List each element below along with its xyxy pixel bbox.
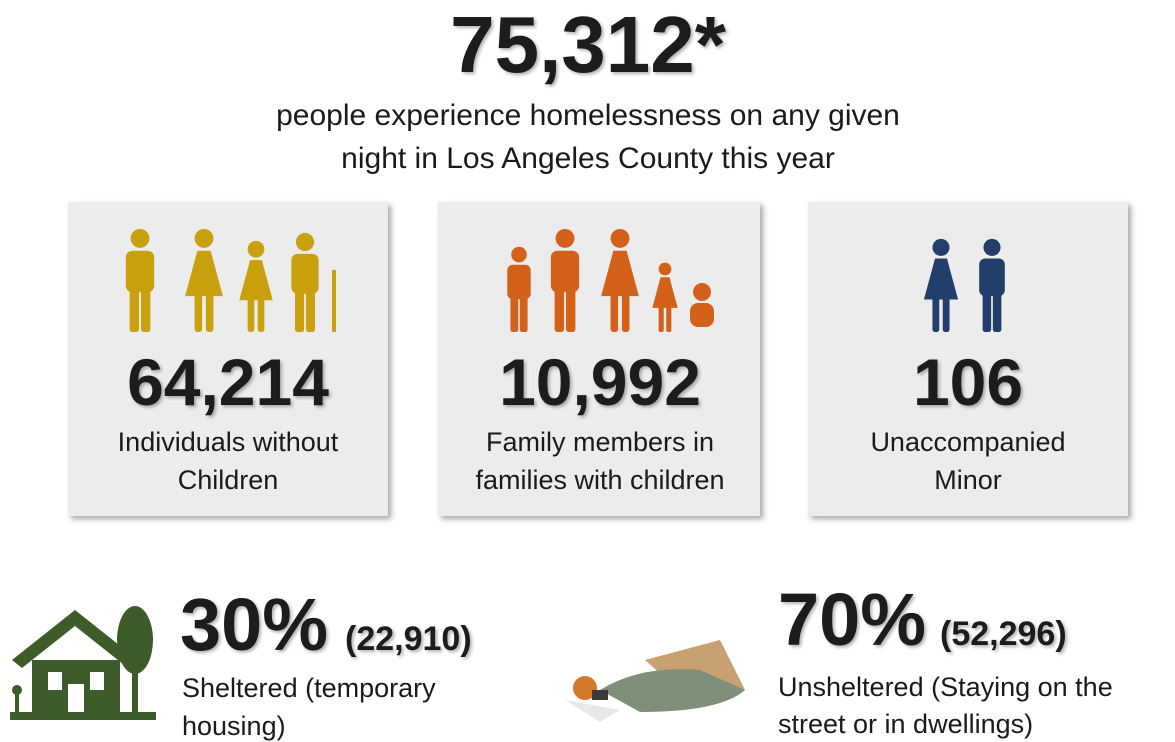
label: Sheltered (temporary [182, 673, 436, 703]
card-label: Children [178, 465, 279, 495]
label: street or in dwellings) [778, 709, 1033, 739]
icon-person-sleeping [565, 640, 745, 722]
card-label: families with children [475, 465, 724, 495]
count: (22,910) [345, 620, 472, 658]
card-label: Unaccompanied [870, 427, 1065, 457]
percent: 70% [778, 578, 926, 661]
card-value: 106 [913, 345, 1023, 419]
label: Unsheltered (Staying on the [778, 672, 1113, 702]
infographic: 75,312* people experience homelessness o… [0, 0, 1175, 742]
headline: 75,312* [450, 0, 727, 89]
label: housing) [182, 711, 286, 741]
card-value: 10,992 [499, 345, 701, 419]
count: (52,296) [940, 615, 1067, 653]
card-label: Minor [934, 465, 1002, 495]
card-label: Family members in [486, 427, 714, 457]
subtitle: people experience homelessness on any gi… [276, 99, 900, 132]
card-label: Individuals without [118, 427, 339, 457]
subtitle: night in Los Angeles County this year [341, 142, 835, 175]
percent: 30% [180, 583, 328, 666]
card-value: 64,214 [127, 345, 329, 419]
